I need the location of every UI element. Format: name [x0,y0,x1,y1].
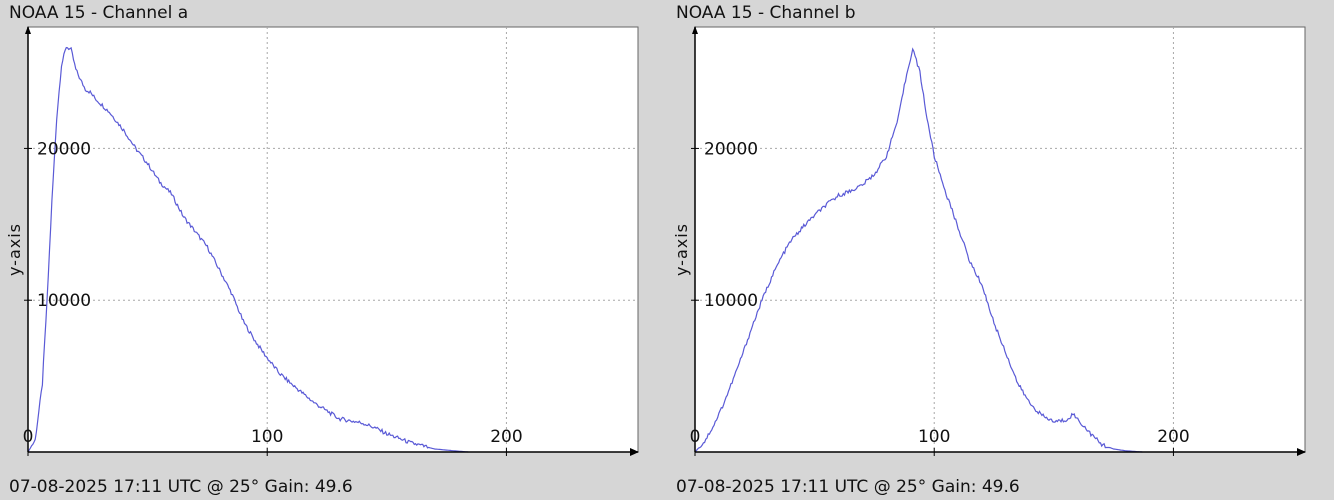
y-tick-label: 10000 [37,291,91,311]
x-tick-label: 200 [490,427,522,447]
chart-title: NOAA 15 - Channel b [676,3,856,23]
x-axis-arrow [630,448,639,456]
chart-svg: 0 100 200 10000 20000 y-axis [5,26,639,456]
y-axis-arrow [25,26,31,34]
y-tick-label: 10000 [704,291,758,311]
chart-footer-status: 07-08-2025 17:11 UTC @ 25° Gain: 49.6 [676,477,1020,497]
series-line [27,46,469,453]
y-tick-label: 20000 [37,139,91,159]
chart-title: NOAA 15 - Channel a [9,3,189,23]
plot-area [694,26,1306,453]
x-tick-label: 0 [690,427,701,447]
x-tick-label: 100 [251,427,283,447]
chart-footer-status: 07-08-2025 17:11 UTC @ 25° Gain: 49.6 [9,477,353,497]
x-tick-label: 100 [918,427,950,447]
chart-panel-channel-b: NOAA 15 - Channel b 0 100 200 10000 20000 y-a… [667,0,1334,500]
y-axis-label: y-axis [5,223,24,276]
y-tick-label: 20000 [704,139,758,159]
chart-panel-channel-a: NOAA 15 - Channel a 0 100 200 10000 20000 y-a… [5,3,639,497]
x-tick-label: 0 [23,427,34,447]
y-axis-arrow [692,26,698,34]
x-axis-arrow [1297,448,1306,456]
y-axis-label: y-axis [672,223,691,276]
x-tick-label: 200 [1157,427,1189,447]
plot-area [27,26,639,453]
series-line [694,47,1143,453]
chart-svg: 0 100 200 10000 20000 y-axis [672,26,1306,456]
